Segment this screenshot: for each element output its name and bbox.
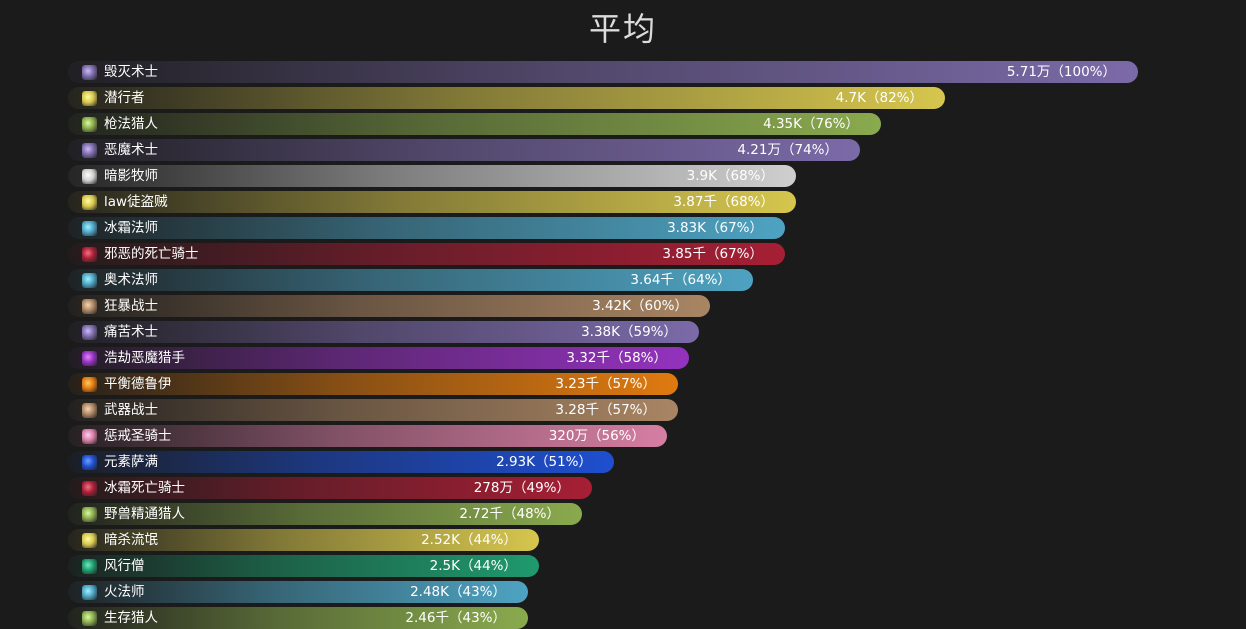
bar-value: 278万（49%） — [473, 480, 570, 496]
bar — [68, 87, 945, 109]
bar — [68, 243, 785, 265]
bar — [68, 295, 710, 317]
bar-label: 武器战士 — [104, 402, 158, 418]
bar-label: 毁灭术士 — [104, 64, 158, 80]
bar — [68, 373, 678, 395]
bar-value: 320万（56%） — [548, 428, 645, 444]
bar-label: 平衡德鲁伊 — [104, 376, 172, 392]
retribution-icon — [82, 428, 97, 444]
bar-value: 3.32千（58%） — [566, 350, 667, 366]
bar-label: 痛苦术士 — [104, 324, 158, 340]
bar-label: law徒盗贼 — [104, 194, 168, 210]
rogue-icon — [82, 90, 97, 106]
chart-title: 平均 — [588, 10, 657, 48]
bar-label: 恶魔术士 — [104, 142, 158, 158]
bar-label: 潜行者 — [104, 90, 145, 106]
fire-mage-icon — [82, 584, 97, 600]
bar-label: 冰霜法师 — [104, 220, 158, 236]
bar — [68, 113, 881, 135]
marksman-icon — [82, 116, 97, 132]
affliction-icon — [82, 324, 97, 340]
arms-icon — [82, 402, 97, 418]
bar-value: 2.46千（43%） — [405, 610, 506, 626]
survival-icon — [82, 610, 97, 626]
bar-value: 4.35K（76%） — [763, 116, 859, 132]
havoc-icon — [82, 350, 97, 366]
bar-label: 枪法猎人 — [104, 116, 158, 132]
bar — [68, 139, 860, 161]
bar — [68, 347, 689, 369]
bar-value: 4.21万（74%） — [737, 142, 838, 158]
unholy-icon — [82, 246, 97, 262]
destruction-icon — [82, 64, 97, 80]
windwalker-icon — [82, 558, 97, 574]
bar-value: 3.23千（57%） — [555, 376, 656, 392]
bar-value: 3.83K（67%） — [667, 220, 763, 236]
assassination-icon — [82, 532, 97, 548]
bar-value: 5.71万（100%） — [1006, 64, 1116, 80]
bar — [68, 555, 539, 577]
bar-label: 冰霜死亡骑士 — [104, 480, 185, 496]
bar-label: 狂暴战士 — [104, 298, 158, 314]
bar — [68, 581, 528, 603]
bar-value: 2.5K（44%） — [429, 558, 517, 574]
bar — [68, 503, 582, 525]
balance-icon — [82, 376, 97, 392]
elemental-icon — [82, 454, 97, 470]
fury-icon — [82, 298, 97, 314]
beast-mastery-icon — [82, 506, 97, 522]
bar-label: 生存猎人 — [104, 610, 158, 626]
demonology-icon — [82, 142, 97, 158]
bar-label: 野兽精通猎人 — [104, 506, 185, 522]
frost-mage-icon — [82, 220, 97, 236]
bar-label: 元素萨满 — [104, 454, 158, 470]
bar-value: 2.72千（48%） — [459, 506, 560, 522]
outlaw-icon — [82, 194, 97, 210]
bar — [68, 321, 699, 343]
bar-value: 3.85千（67%） — [662, 246, 763, 262]
bar-value: 2.52K（44%） — [421, 532, 517, 548]
bar-label: 风行僧 — [104, 558, 145, 574]
bar-label: 浩劫恶魔猎手 — [104, 350, 185, 366]
bar-value: 4.7K（82%） — [835, 90, 923, 106]
frost-dk-icon — [82, 480, 97, 496]
bar — [68, 191, 796, 213]
bar-value: 3.87千（68%） — [673, 194, 774, 210]
bar-label: 惩戒圣骑士 — [104, 428, 172, 444]
bar-label: 火法师 — [104, 584, 145, 600]
bar — [68, 425, 667, 447]
bar-label: 邪恶的死亡骑士 — [104, 246, 199, 262]
bar — [68, 61, 1138, 83]
bar-value: 3.42K（60%） — [592, 298, 688, 314]
shadow-priest-icon — [82, 168, 97, 184]
bar — [68, 399, 678, 421]
bar-label: 暗影牧师 — [104, 168, 158, 184]
bar-value: 3.28千（57%） — [555, 402, 656, 418]
bar — [68, 217, 785, 239]
bar-value: 3.64千（64%） — [630, 272, 731, 288]
bar — [68, 165, 796, 187]
bar — [68, 269, 753, 291]
bar — [68, 451, 614, 473]
bar-label: 奥术法师 — [104, 272, 158, 288]
arcane-icon — [82, 272, 97, 288]
bar-value: 2.93K（51%） — [496, 454, 592, 470]
bar-label: 暗杀流氓 — [104, 532, 158, 548]
bar — [68, 529, 539, 551]
bar — [68, 477, 592, 499]
bar-value: 3.38K（59%） — [581, 324, 677, 340]
bar-value: 2.48K（43%） — [410, 584, 506, 600]
bar-value: 3.9K（68%） — [686, 168, 774, 184]
